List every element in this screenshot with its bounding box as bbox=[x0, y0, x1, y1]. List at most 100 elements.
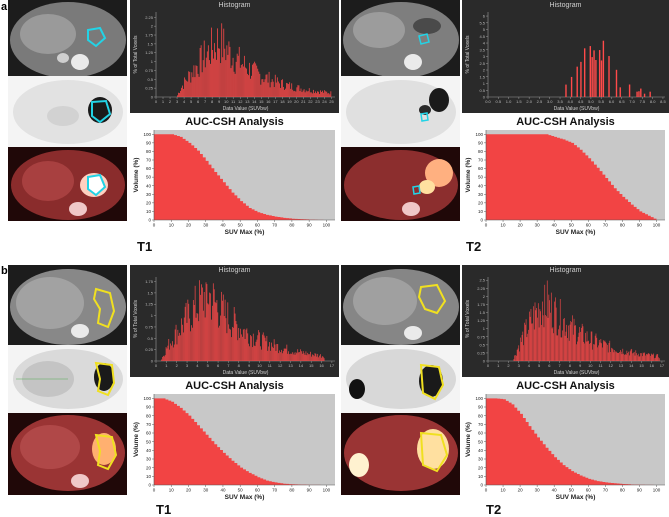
histogram-bar bbox=[206, 51, 208, 97]
x-tick-label: 60 bbox=[255, 223, 261, 228]
histogram-bar bbox=[270, 350, 271, 361]
histogram-bar bbox=[240, 328, 241, 361]
y-tick-label: 90 bbox=[478, 140, 484, 145]
histogram-bar bbox=[215, 303, 217, 361]
histogram-bar bbox=[321, 356, 323, 361]
histogram-bar bbox=[607, 344, 608, 361]
y-axis-label: Volume (%) bbox=[133, 422, 140, 457]
histogram-bar bbox=[321, 91, 322, 97]
histogram-bar bbox=[526, 337, 528, 361]
histogram-bar bbox=[603, 341, 605, 361]
histogram-bar bbox=[239, 337, 240, 361]
histogram-bar bbox=[172, 341, 173, 361]
x-tick-label: 100 bbox=[653, 488, 661, 493]
histogram-bar bbox=[311, 356, 312, 361]
histogram-bar bbox=[593, 344, 594, 361]
histogram-panel-a-t2: Histogram 0 0.5 1 1.5 2 2.5 3 3.5 4 4.5 5 5.5 6 0.0 0.… bbox=[462, 0, 669, 113]
histogram-bar bbox=[521, 334, 523, 361]
histogram-bar bbox=[594, 344, 595, 361]
histogram-bar bbox=[565, 331, 567, 361]
histogram-bar bbox=[244, 338, 246, 361]
x-tick-label: 1 bbox=[165, 363, 168, 368]
panel-b-letter: b bbox=[1, 265, 8, 277]
x-tick-label: 4.0 bbox=[568, 99, 574, 104]
histogram-bar bbox=[276, 77, 278, 97]
histogram-bar bbox=[242, 66, 244, 97]
y-axis-label: % of Total Voxels bbox=[465, 300, 471, 338]
histogram-bar bbox=[600, 60, 603, 97]
y-tick-label: 2.5 bbox=[479, 278, 485, 283]
histogram-bar bbox=[601, 343, 602, 361]
histogram-bar bbox=[318, 91, 319, 97]
histogram-bar bbox=[266, 335, 268, 361]
histogram-bar bbox=[549, 300, 550, 361]
y-tick-label: 60 bbox=[478, 431, 484, 436]
histogram-bar bbox=[589, 343, 590, 361]
x-tick-label: 15 bbox=[639, 363, 644, 368]
histogram-bar bbox=[236, 324, 238, 361]
y-tick-label: 1.75 bbox=[477, 302, 486, 307]
histogram-bar bbox=[208, 60, 210, 97]
y-tick-label: 10 bbox=[478, 474, 484, 479]
histogram-bar bbox=[576, 66, 578, 97]
timepoint-label-t1: T1 bbox=[137, 239, 153, 254]
histogram-bar bbox=[546, 280, 548, 361]
csh-panel-a-t2: 0 10 20 30 40 50 60 70 80 90 100 0 10 20 30 40 50 60 70 80 9… bbox=[462, 128, 669, 236]
x-axis-label: SUV Max (%) bbox=[556, 494, 596, 501]
panel-a-letter: a bbox=[1, 1, 8, 13]
histogram-bar bbox=[252, 333, 254, 361]
histogram-bar bbox=[214, 301, 216, 361]
histogram-bar bbox=[646, 353, 647, 361]
x-tick-label: 20 bbox=[186, 223, 192, 228]
histogram-bar bbox=[271, 342, 272, 361]
y-tick-label: 60 bbox=[478, 166, 484, 171]
histogram-bar bbox=[193, 65, 195, 97]
x-tick-label: 1.0 bbox=[506, 99, 512, 104]
histogram-bar bbox=[294, 90, 296, 97]
histogram-bar bbox=[640, 353, 641, 361]
histogram-bar bbox=[261, 79, 263, 97]
histogram-bar bbox=[301, 353, 303, 361]
histogram-bar bbox=[596, 337, 598, 361]
x-tick-label: 6 bbox=[217, 363, 220, 368]
histogram-bar bbox=[204, 317, 206, 361]
histogram-bar bbox=[282, 79, 283, 97]
histogram-bar bbox=[303, 353, 305, 361]
histogram-bar bbox=[608, 343, 610, 361]
csh-chart: 0 10 20 30 40 50 60 70 80 90 100 0 10 20 30 40 50 60 70 80 9… bbox=[465, 130, 665, 236]
y-tick-label: 0 bbox=[480, 218, 483, 223]
histogram-bar bbox=[330, 91, 332, 97]
histogram-bar bbox=[557, 335, 559, 361]
histogram-bar bbox=[161, 359, 162, 361]
histogram-bar bbox=[315, 353, 317, 361]
histogram-bar bbox=[589, 342, 591, 361]
histogram-bar bbox=[303, 89, 305, 97]
histogram-bar bbox=[299, 352, 300, 361]
x-tick-label: 2 bbox=[507, 363, 510, 368]
histogram-bar bbox=[241, 64, 243, 97]
csh-area bbox=[154, 398, 327, 485]
histogram-bar bbox=[192, 327, 193, 361]
histogram-bar bbox=[249, 62, 250, 97]
histogram-bar bbox=[235, 321, 237, 361]
x-tick-label: 80 bbox=[289, 223, 295, 228]
y-tick-label: 20 bbox=[478, 200, 484, 205]
histogram-bar bbox=[579, 326, 581, 361]
histogram-bar bbox=[310, 351, 311, 361]
histogram-bar bbox=[541, 324, 542, 361]
x-tick-label: 7 bbox=[559, 363, 562, 368]
fused-scan-image bbox=[341, 147, 460, 221]
histogram-bar bbox=[166, 348, 168, 361]
histogram-bar bbox=[174, 329, 176, 361]
histogram-bar bbox=[309, 92, 311, 97]
y-tick-label: 0.25 bbox=[145, 86, 154, 91]
x-tick-label: 19 bbox=[287, 99, 292, 104]
x-tick-label: 0 bbox=[153, 488, 156, 493]
histogram-bar bbox=[165, 347, 167, 361]
y-tick-label: 100 bbox=[143, 132, 151, 137]
histogram-bar bbox=[606, 343, 607, 361]
histogram-bar bbox=[210, 293, 211, 361]
x-tick-label: 14 bbox=[299, 363, 304, 368]
x-tick-label: 20 bbox=[518, 223, 524, 228]
